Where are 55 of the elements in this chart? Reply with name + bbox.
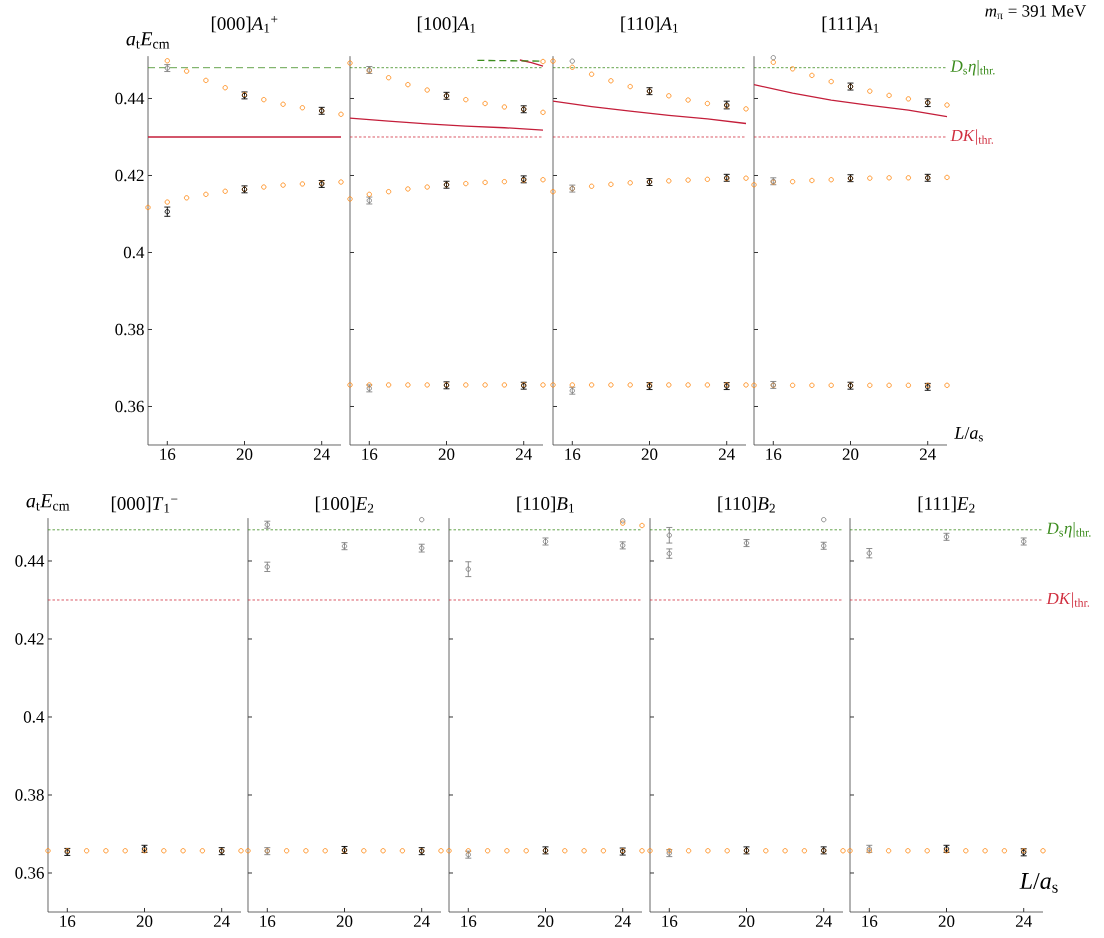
x-tick-label: 16 <box>766 448 782 460</box>
chart-title: [110]B$_{1}$ <box>517 496 574 513</box>
x-tick-label: 16 <box>862 915 878 927</box>
x-tick-label: 24 <box>413 915 430 927</box>
y-tick-label: 0.44 <box>115 92 145 105</box>
y-tick-label: 0.38 <box>15 789 44 801</box>
y-axis-title: a$_{t}$E$_{cm}$ <box>126 32 170 49</box>
y-tick-label: 0.44 <box>15 555 45 567</box>
ref-line-label: D$_{s}$η|$_{thr.}$ <box>950 59 995 76</box>
x-tick-label: 24 <box>1015 915 1032 927</box>
x-tick-label: 16 <box>662 915 678 927</box>
chart-title: [111]A$_{1}$ <box>822 16 879 33</box>
x-tick-label: 20 <box>938 915 955 928</box>
x-tick-label: 24 <box>815 915 832 927</box>
chart-title: [111]E$_{2}$ <box>918 496 975 513</box>
x-tick-label: 24 <box>919 448 936 460</box>
x-tick-label: 16 <box>565 448 581 460</box>
x-tick-label: 20 <box>236 448 253 461</box>
x-tick-label: 20 <box>842 448 859 461</box>
ref-line-label: DK|$_{thr.}$ <box>1046 592 1090 608</box>
y-tick-label: 0.38 <box>115 323 144 336</box>
chart-title: [100]E$_{2}$ <box>315 496 374 513</box>
x-tick-label: 20 <box>537 915 554 928</box>
x-tick-label: 16 <box>461 915 477 927</box>
x-tick-label: 24 <box>213 915 230 927</box>
x-tick-label: 20 <box>641 448 658 461</box>
x-tick-label: 24 <box>313 448 330 460</box>
y-axis-title: a$_{t}$E$_{cm}$ <box>26 494 70 511</box>
ref-line-label: DK|$_{thr.}$ <box>950 129 994 145</box>
chart-title: [000]A$_{1}$+ <box>211 16 278 33</box>
chart-title: [100]A$_{1}$ <box>417 16 476 33</box>
chart-title: [110]B$_{2}$ <box>718 496 775 513</box>
y-tick-label: 0.42 <box>15 633 44 645</box>
text: m$_{π}$ = 391 MeV <box>985 5 1087 20</box>
x-axis-title: L/a$_{s}$ <box>1019 872 1058 893</box>
x-tick-label: 16 <box>60 915 76 927</box>
y-tick-label: 0.36 <box>15 867 44 879</box>
chart-title: [110]A$_{1}$ <box>621 16 678 33</box>
x-tick-label: 20 <box>136 915 153 928</box>
x-tick-label: 24 <box>515 448 532 460</box>
x-axis-title: L/a$_{s}$ <box>954 426 983 442</box>
y-tick-label: 0.42 <box>115 169 144 182</box>
x-tick-label: 20 <box>438 448 455 461</box>
x-tick-label: 24 <box>718 448 735 460</box>
x-tick-label: 16 <box>160 448 176 460</box>
x-tick-label: 20 <box>738 915 755 928</box>
y-tick-label: 0.4 <box>23 711 45 723</box>
y-tick-label: 0.36 <box>115 400 144 413</box>
ref-line-label: D$_{s}$η|$_{thr.}$ <box>1046 522 1091 538</box>
chart-title: [000]T$_{1}$− <box>111 496 178 513</box>
x-tick-label: 16 <box>260 915 276 927</box>
x-tick-label: 20 <box>336 915 353 928</box>
y-tick-label: 0.4 <box>123 246 145 259</box>
x-tick-label: 24 <box>614 915 631 927</box>
x-tick-label: 16 <box>362 448 378 460</box>
